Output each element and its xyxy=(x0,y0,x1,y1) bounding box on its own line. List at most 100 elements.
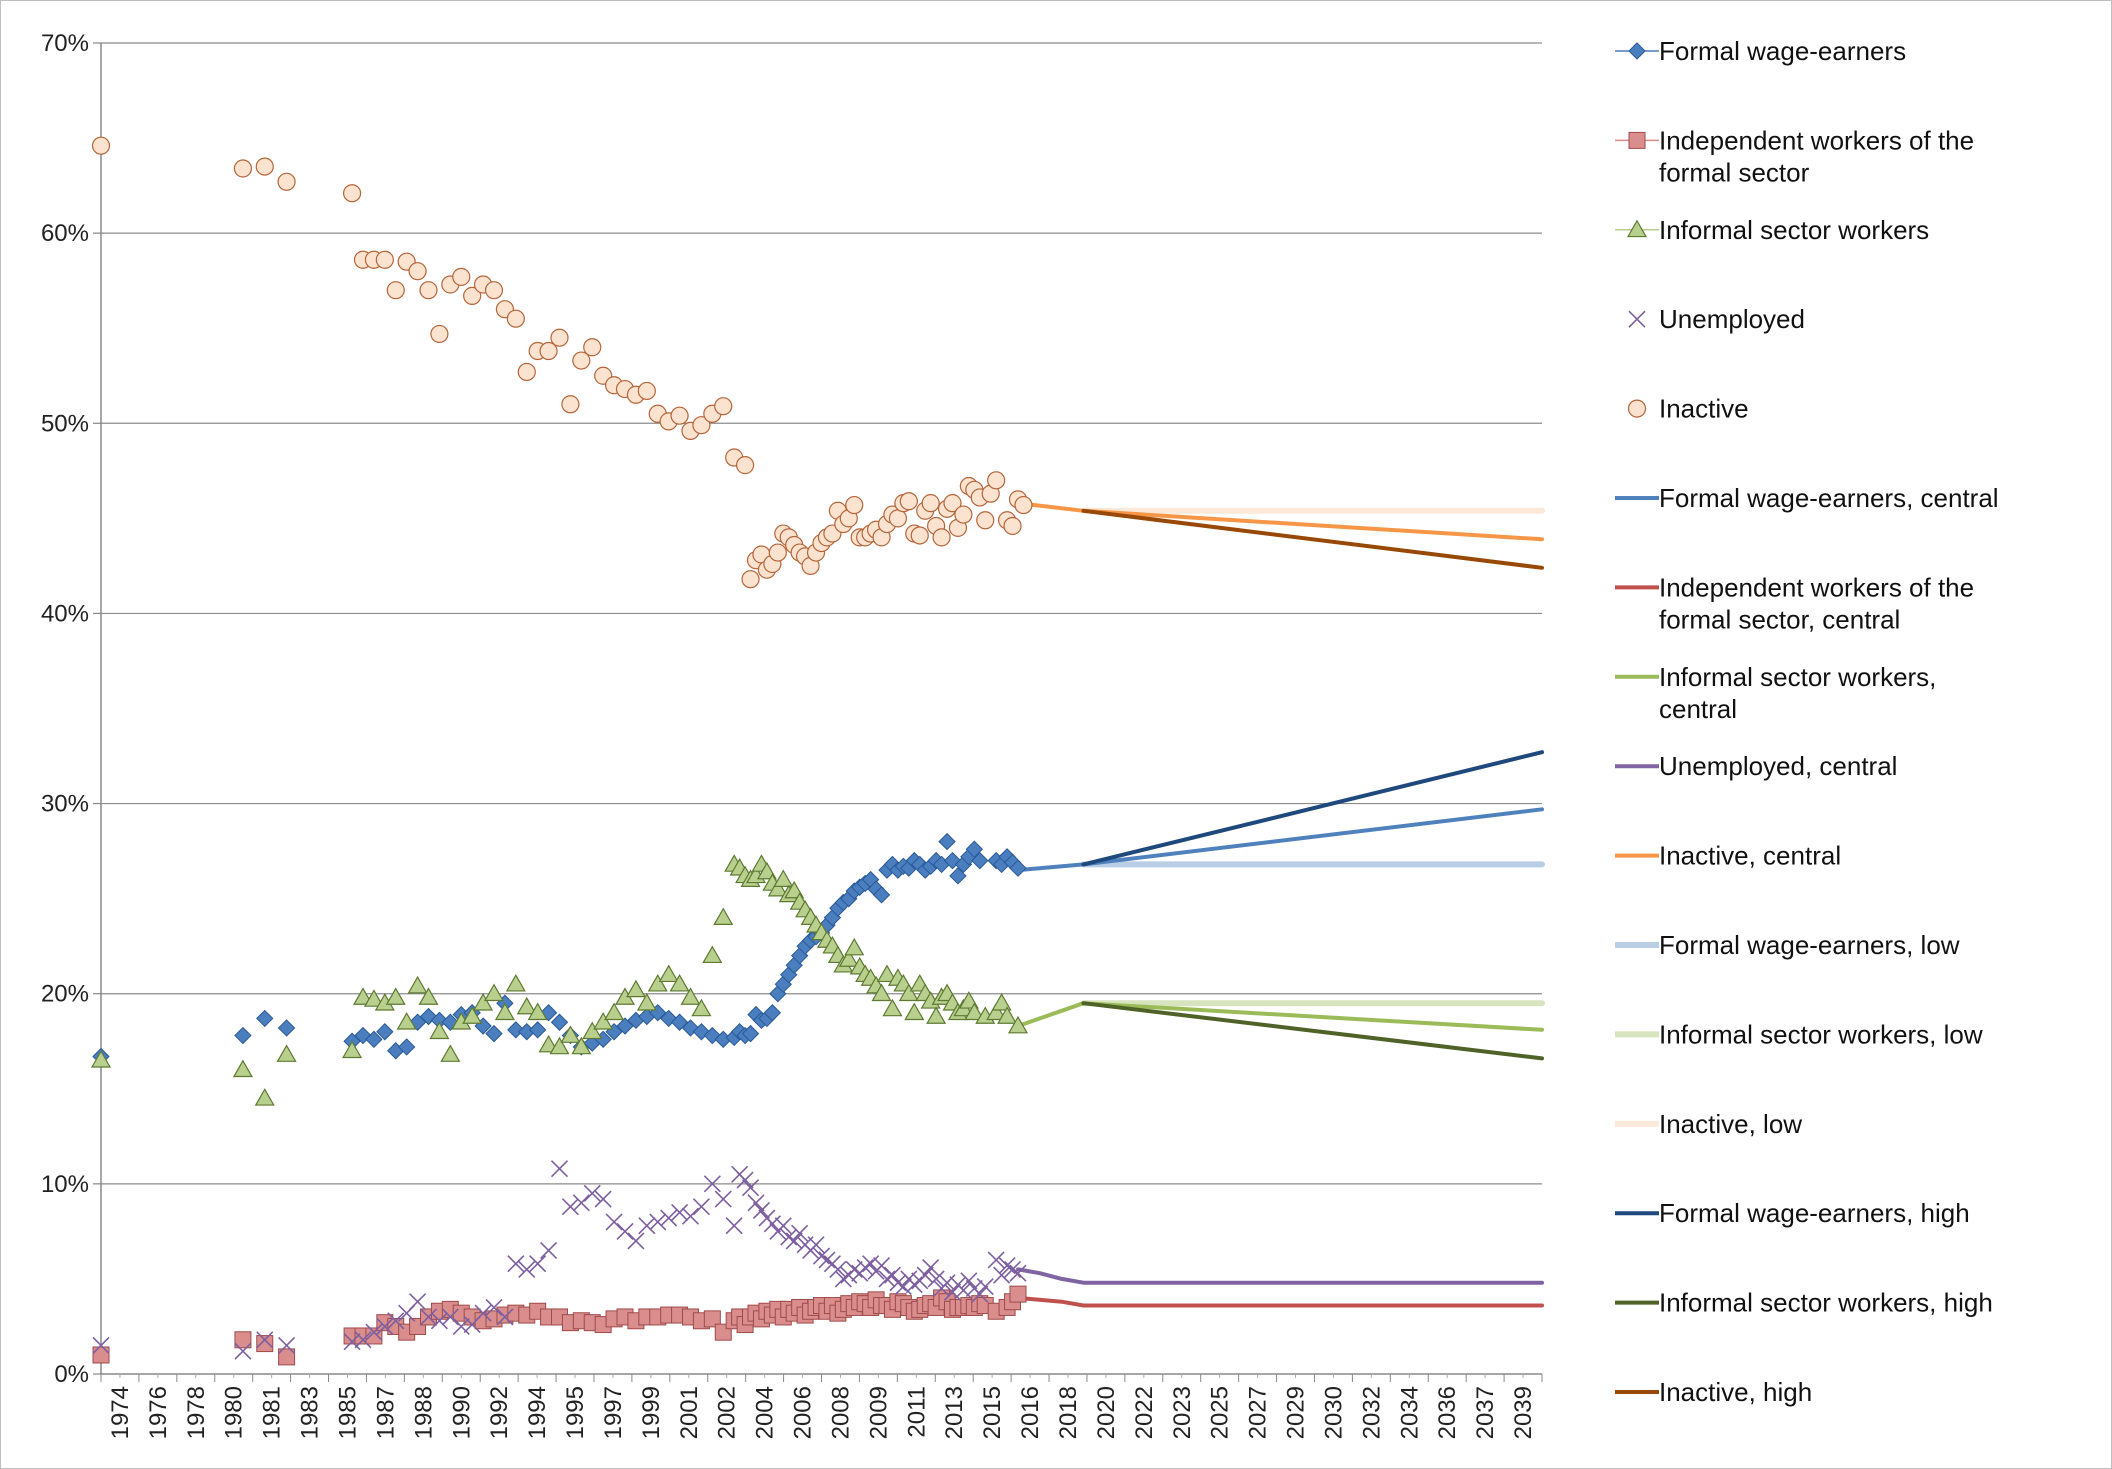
point-unemployed xyxy=(856,1258,874,1277)
x-tick-label: 1978 xyxy=(183,1386,210,1439)
point-formal-wage-earners xyxy=(234,1026,252,1045)
point-unemployed xyxy=(971,1285,989,1303)
point-unemployed xyxy=(834,1270,852,1288)
legend-entry-formal-wage-earners: Formal wage-earners xyxy=(1615,36,1906,66)
series-formal-wage-earners xyxy=(92,832,1027,1066)
point-inactive xyxy=(386,281,405,300)
point-formal-wage-earners xyxy=(872,886,891,904)
point-unemployed xyxy=(376,1317,394,1336)
legend-entry-formal-wage-earners-high: Formal wage-earners, high xyxy=(1615,1198,1970,1228)
point-informal-sector-workers xyxy=(342,1040,363,1059)
x-tick-label: 1987 xyxy=(372,1386,399,1439)
point-informal-sector-workers xyxy=(407,975,428,994)
legend-marker-inactive xyxy=(1627,399,1647,418)
point-inactive xyxy=(637,381,656,401)
point-informal-sector-workers xyxy=(991,993,1012,1011)
point-unemployed xyxy=(572,1194,590,1212)
point-inactive xyxy=(714,397,733,416)
point-inactive xyxy=(517,362,536,382)
x-tick-label: 2020 xyxy=(1093,1386,1120,1439)
point-unemployed xyxy=(616,1222,634,1240)
x-tick-label: 2032 xyxy=(1358,1386,1385,1439)
x-tick-label: 1981 xyxy=(259,1386,286,1439)
line-independent-workers-of-the-formal-sector-central xyxy=(1016,1295,1544,1308)
point-inactive xyxy=(932,528,951,547)
point-unemployed xyxy=(774,1217,792,1235)
point-unemployed xyxy=(278,1336,296,1355)
legend-entry-independent-workers-of-the-formal-sector-central: Independent workers of the formal sector,… xyxy=(1615,572,1974,634)
y-tick-label: 70% xyxy=(41,30,89,57)
point-unemployed xyxy=(409,1293,427,1311)
point-unemployed xyxy=(993,1266,1011,1284)
point-informal-sector-workers xyxy=(898,983,919,1002)
x-tick-label: 2023 xyxy=(1169,1386,1196,1439)
point-informal-sector-workers xyxy=(352,987,374,1005)
point-unemployed xyxy=(671,1203,689,1221)
x-tick-label: 2037 xyxy=(1472,1386,1499,1439)
y-tick-label: 30% xyxy=(41,791,89,818)
x-tick-label: 2034 xyxy=(1396,1386,1423,1439)
point-informal-sector-workers xyxy=(462,1006,483,1024)
point-informal-sector-workers xyxy=(505,973,526,992)
x-tick-label: 2030 xyxy=(1320,1386,1347,1439)
point-informal-sector-workers xyxy=(418,987,439,1005)
line-inactive-high xyxy=(1081,508,1544,570)
point-informal-sector-workers xyxy=(440,1044,461,1062)
x-tick-label: 2025 xyxy=(1207,1386,1234,1439)
legend-label: Informal sector workers, high xyxy=(1659,1288,1993,1318)
point-informal-sector-workers xyxy=(702,945,723,964)
legend-label: Informal sector workers, low xyxy=(1659,1019,1983,1049)
point-unemployed xyxy=(343,1333,361,1351)
point-formal-wage-earners xyxy=(550,1013,569,1031)
point-unemployed xyxy=(703,1175,721,1193)
point-formal-wage-earners xyxy=(949,867,967,885)
point-unemployed xyxy=(862,1255,880,1273)
point-informal-sector-workers xyxy=(647,973,668,992)
scenario-lines-low xyxy=(1080,507,1545,1007)
x-tick-label: 1997 xyxy=(600,1386,627,1439)
point-unemployed xyxy=(256,1331,274,1349)
legend-label: Formal wage-earners, central xyxy=(1659,483,1999,513)
point-independent-workers-of-the-formal-sector xyxy=(92,1346,110,1364)
point-unemployed xyxy=(561,1198,579,1216)
point-inactive xyxy=(987,471,1006,490)
point-unemployed xyxy=(474,1304,492,1322)
point-informal-sector-workers xyxy=(773,869,794,887)
point-unemployed xyxy=(785,1232,803,1250)
point-unemployed xyxy=(927,1270,945,1288)
point-informal-sector-workers xyxy=(964,1002,985,1021)
legend-entry-informal-sector-workers-central: Informal sector workers, central xyxy=(1615,662,1936,724)
point-formal-wage-earners xyxy=(507,1021,525,1039)
point-unemployed xyxy=(752,1201,771,1220)
point-unemployed xyxy=(747,1194,765,1212)
point-formal-wage-earners xyxy=(741,1024,760,1043)
point-informal-sector-workers xyxy=(636,993,657,1011)
point-informal-sector-workers xyxy=(882,998,903,1017)
x-tick-label: 2008 xyxy=(827,1386,854,1439)
point-unemployed xyxy=(649,1213,667,1231)
point-informal-sector-workers xyxy=(958,991,979,1009)
y-tick-label: 20% xyxy=(41,981,89,1008)
point-informal-sector-workers xyxy=(549,1036,570,1055)
legend-entry-independent-workers-of-the-formal-sector: Independent workers of the formal sector xyxy=(1615,125,1974,187)
point-informal-sector-workers xyxy=(582,1021,603,1040)
line-unemployed-central xyxy=(1016,1267,1544,1285)
point-inactive xyxy=(408,262,427,281)
point-unemployed xyxy=(605,1213,623,1231)
point-formal-wage-earners xyxy=(528,1021,547,1039)
point-independent-workers-of-the-formal-sector xyxy=(703,1310,721,1328)
legend-entry-inactive: Inactive xyxy=(1615,394,1749,424)
legend-marker-informal-sector-workers xyxy=(1626,219,1648,238)
point-inactive xyxy=(954,505,973,524)
point-unemployed xyxy=(387,1312,405,1330)
point-informal-sector-workers xyxy=(691,998,712,1017)
point-unemployed xyxy=(905,1276,923,1294)
y-tick-label: 40% xyxy=(41,600,89,627)
line-informal-sector-workers-high xyxy=(1081,1001,1544,1061)
point-informal-sector-workers xyxy=(571,1036,592,1055)
point-inactive xyxy=(910,526,929,545)
point-formal-wage-earners xyxy=(965,840,984,858)
legend-label: Inactive xyxy=(1659,394,1749,424)
point-unemployed xyxy=(714,1190,732,1208)
